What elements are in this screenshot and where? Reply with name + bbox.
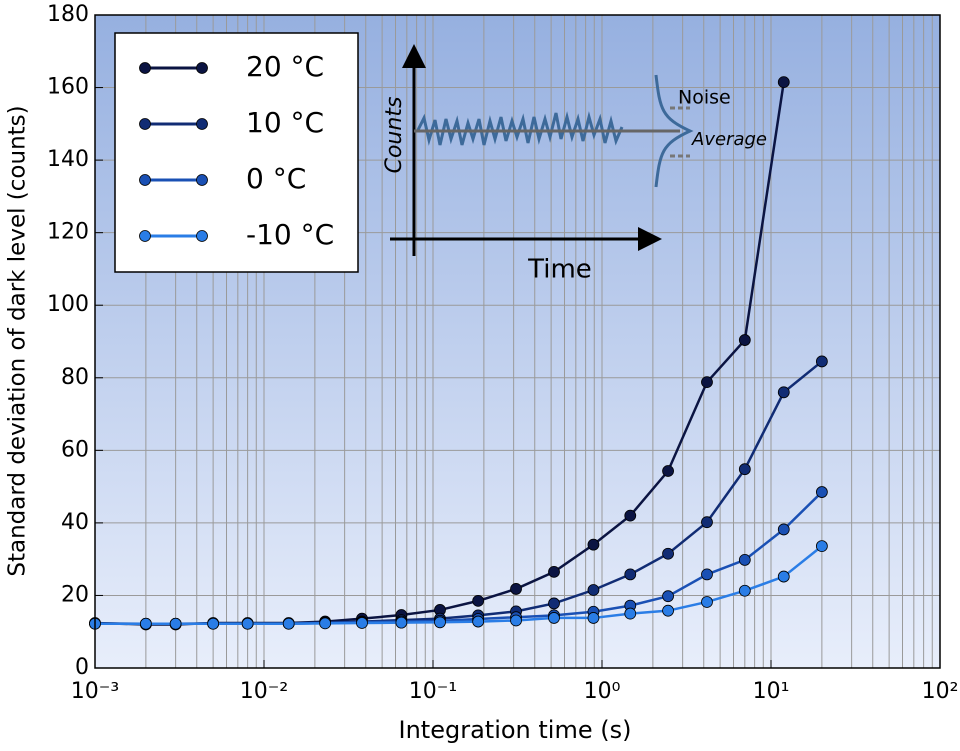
y-tick-label: 140	[47, 147, 89, 172]
data-point	[139, 617, 152, 630]
data-point	[548, 597, 560, 610]
data-point	[701, 596, 713, 608]
data-point	[777, 523, 790, 536]
y-tick-label: 100	[47, 292, 89, 317]
data-point	[815, 486, 828, 498]
data-point	[738, 553, 751, 566]
data-point	[777, 386, 790, 399]
data-point	[738, 584, 751, 597]
y-tick-label: 120	[47, 220, 89, 245]
x-tick-label: 10⁰	[584, 679, 621, 704]
legend-marker	[139, 118, 151, 130]
y-tick-label: 0	[75, 655, 89, 680]
data-point	[662, 547, 674, 560]
data-point	[434, 616, 446, 629]
data-point	[777, 76, 790, 89]
x-axis-label: Integration time (s)	[399, 716, 632, 744]
y-tick-label: 20	[61, 582, 89, 607]
data-point	[548, 612, 560, 624]
inset-noise-trace	[416, 111, 624, 146]
y-tick-label: 40	[61, 510, 89, 535]
plot-frame	[94, 14, 941, 669]
data-point	[169, 617, 182, 630]
data-point	[587, 538, 600, 551]
legend-marker	[139, 62, 151, 74]
inset: Counts Time Noise Average	[382, 44, 767, 285]
legend-box	[114, 32, 359, 273]
data-point	[777, 570, 790, 583]
data-point	[701, 376, 713, 389]
data-point	[662, 604, 674, 617]
data-point	[395, 616, 408, 629]
inset-average-label: Average	[691, 129, 767, 150]
legend-marker	[196, 230, 208, 242]
data-point	[701, 516, 713, 529]
y-axis-label: Standard deviation of dark level (counts…	[5, 105, 31, 576]
x-tick-label: 10⁻³	[71, 679, 119, 704]
data-point	[510, 614, 522, 627]
inset-noise-label: Noise	[678, 87, 731, 109]
legend-label: 0 °C	[246, 162, 306, 195]
data-point	[624, 509, 637, 522]
x-tick-label: 10⁻²	[240, 679, 288, 704]
data-point	[548, 565, 560, 578]
data-point	[472, 594, 485, 607]
data-point	[282, 617, 295, 630]
data-point	[815, 540, 828, 553]
legend-marker	[196, 174, 208, 186]
legend-marker	[139, 174, 151, 186]
inset-x-label: Time	[527, 255, 592, 285]
data-point	[662, 590, 674, 603]
data-point	[241, 617, 254, 630]
y-tick-label: 60	[61, 437, 89, 462]
data-point	[815, 355, 828, 368]
legend-marker	[196, 118, 208, 130]
legend-label: -10 °C	[246, 218, 334, 251]
legend-marker	[139, 230, 151, 242]
y-tick-label: 180	[47, 2, 89, 27]
data-point	[510, 583, 522, 595]
legend-label: 20 °C	[246, 50, 324, 83]
inset-noise-bounds	[670, 106, 690, 158]
legend-marker	[196, 62, 208, 74]
data-point	[624, 607, 637, 620]
y-tick-label: 160	[47, 75, 89, 100]
data-point	[472, 615, 485, 628]
data-point	[207, 617, 220, 630]
data-point	[662, 465, 674, 477]
inset-distribution	[654, 74, 694, 188]
legend-label: 10 °C	[246, 106, 324, 139]
data-point	[587, 612, 600, 624]
x-tick-label: 10¹	[753, 679, 790, 704]
data-point	[624, 568, 637, 581]
y-tick-label: 80	[61, 365, 89, 390]
x-tick-label: 10⁻¹	[409, 679, 457, 704]
data-point	[587, 584, 600, 596]
data-point	[738, 463, 751, 476]
data-point	[356, 617, 368, 629]
inset-y-label: Counts	[382, 97, 407, 174]
data-point	[319, 617, 332, 630]
x-tick-label: 10²	[922, 679, 959, 704]
data-point	[701, 568, 713, 581]
data-point	[738, 334, 751, 346]
